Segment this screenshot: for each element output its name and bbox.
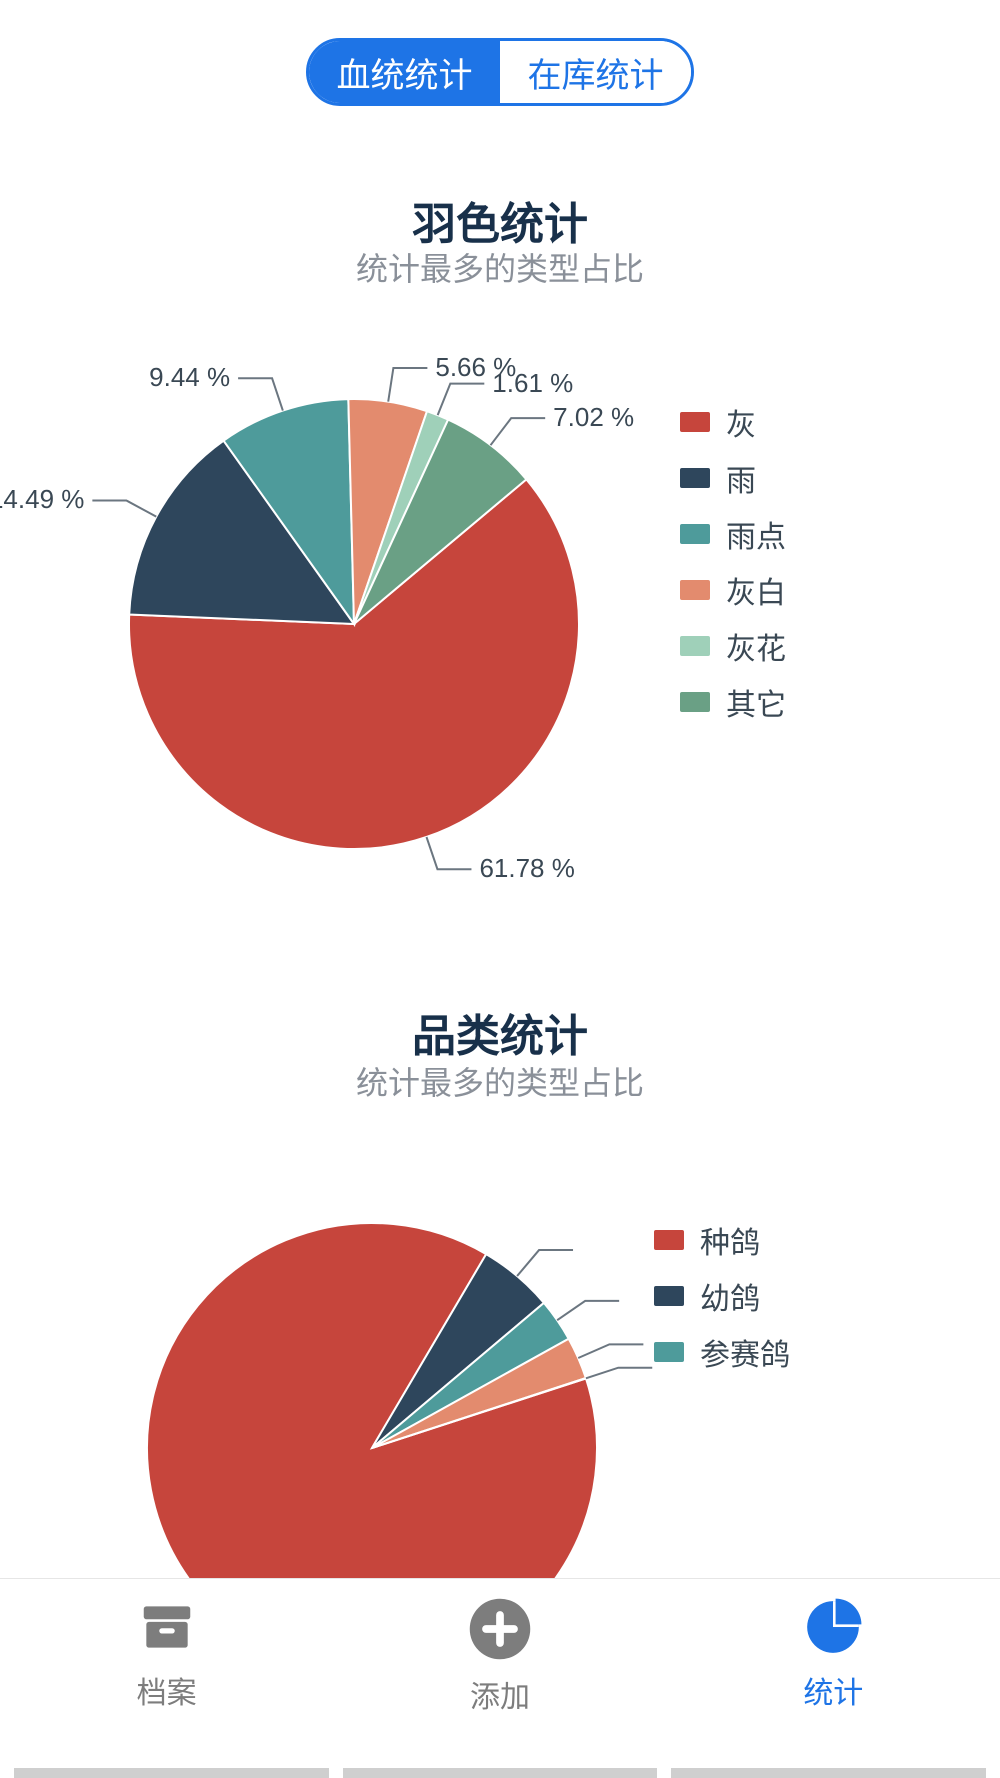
legend-label: 雨点 [726,512,786,556]
pct-label: 61.78 % [479,853,574,884]
legend-swatch [680,692,710,712]
nav-label: 档案 [137,1668,197,1712]
nav-divider [0,1578,1000,1579]
legend-label: 其它 [726,680,786,724]
legend-item: 幼鸽 [654,1274,790,1318]
leader-line [578,1344,643,1358]
legend-label: 种鸽 [700,1218,760,1262]
leader-line [491,418,546,445]
legend-item: 其它 [680,680,786,724]
leader-line [238,378,283,410]
leader-line [438,384,485,416]
chart2-subtitle: 统计最多的类型占比 [0,1058,1000,1104]
legend-item: 灰白 [680,568,786,612]
leader-line [586,1368,652,1379]
leader-line [92,500,156,516]
nav-underbars [0,1768,1000,1778]
legend-label: 灰花 [726,624,786,668]
legend-label: 参赛鸽 [700,1330,790,1374]
chart-icon [802,1596,864,1658]
legend-item: 灰 [680,400,786,444]
chart2-legend: 种鸽幼鸽参赛鸽 [654,1218,790,1386]
legend-item: 灰花 [680,624,786,668]
leader-line [388,368,427,402]
pct-label: 1.61 % [492,368,573,399]
legend-item: 雨点 [680,512,786,556]
legend-label: 灰 [726,400,756,444]
pie-slice [147,1223,597,1578]
legend-swatch [680,580,710,600]
pct-label: 14.49 % [0,484,84,515]
legend-swatch [654,1230,684,1250]
leader-line [426,837,471,869]
legend-swatch [680,636,710,656]
legend-swatch [680,524,710,544]
leader-line [517,1250,573,1276]
nav-label: 添加 [470,1672,530,1716]
chart1-pie: 61.78 %14.49 %9.44 %5.66 %1.61 %7.02 % [0,0,1000,900]
nav-item-2[interactable]: 统计 [667,1578,1000,1778]
nav-item-0[interactable]: 档案 [0,1578,333,1778]
archive-icon [136,1596,198,1658]
nav-label: 统计 [803,1668,863,1712]
legend-swatch [680,468,710,488]
legend-label: 幼鸽 [700,1274,760,1318]
legend-swatch [654,1286,684,1306]
legend-item: 雨 [680,456,786,500]
pct-label: 9.44 % [149,362,230,393]
legend-item: 参赛鸽 [654,1330,790,1374]
leader-line [557,1301,619,1320]
legend-label: 灰白 [726,568,786,612]
legend-label: 雨 [726,456,756,500]
legend-item: 种鸽 [654,1218,790,1262]
pct-label: 7.02 % [553,402,634,433]
chart2-pie: 5.37 %3.09 %3.04 %0.03 % [0,1150,1000,1578]
chart1-legend: 灰雨雨点灰白灰花其它 [680,400,786,736]
nav-item-1[interactable]: 添加 [333,1578,666,1778]
bottom-nav: 档案 添加 统计 [0,1578,1000,1778]
add-icon [467,1596,533,1662]
legend-swatch [654,1342,684,1362]
chart2-title: 品类统计 [0,1000,1000,1064]
legend-swatch [680,412,710,432]
page: 血统统计在库统计 羽色统计 统计最多的类型占比 61.78 %14.49 %9.… [0,0,1000,1778]
